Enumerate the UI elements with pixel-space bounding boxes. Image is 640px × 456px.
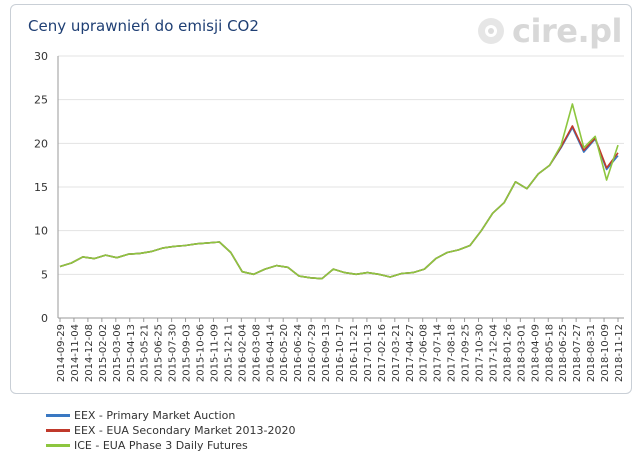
- x-tick-label: 2015-05-21: [140, 324, 151, 382]
- series-line: [59, 126, 619, 280]
- x-tick-label: 2016-03-08: [251, 324, 262, 382]
- y-tick-label: 0: [41, 312, 48, 325]
- legend-label: EEX - Primary Market Auction: [74, 409, 236, 422]
- x-tick-label: 2018-05-18: [544, 324, 555, 382]
- series-line: [59, 103, 619, 280]
- x-tick-label: 2015-03-06: [112, 324, 123, 382]
- legend-swatch: [46, 429, 70, 432]
- x-tick-label: 2018-06-25: [558, 324, 569, 382]
- x-tick-label: 2017-10-30: [475, 324, 486, 382]
- y-tick-label: 25: [34, 94, 48, 107]
- x-tick-label: 2017-03-21: [391, 324, 402, 382]
- logo-text: cire.pl: [512, 12, 622, 50]
- x-tick-label: 2015-10-06: [196, 324, 207, 382]
- x-tick-label: 2015-12-11: [223, 324, 234, 382]
- x-tick-label: 2015-04-13: [126, 324, 137, 382]
- legend-swatch: [46, 414, 70, 417]
- x-tick-label: 2015-06-25: [154, 324, 165, 382]
- x-tick-label: 2018-01-26: [502, 324, 513, 382]
- y-tick-label: 10: [34, 225, 48, 238]
- x-tick-label: 2017-06-08: [419, 324, 430, 382]
- x-tick-label: 2016-07-29: [307, 324, 318, 382]
- x-tick-label: 2018-11-12: [614, 324, 625, 382]
- y-tick-label: 30: [34, 50, 48, 63]
- y-tick-label: 5: [41, 268, 48, 281]
- logo-icon: [478, 18, 505, 44]
- x-tick-label: 2018-03-01: [516, 324, 527, 382]
- x-tick-label: 2014-11-04: [70, 324, 81, 382]
- series-line: [59, 125, 619, 280]
- y-tick-label: 15: [34, 181, 48, 194]
- x-tick-label: 2017-09-25: [461, 324, 472, 382]
- x-tick-label: 2017-02-16: [377, 324, 388, 382]
- x-tick-label: 2017-08-18: [447, 324, 458, 382]
- site-logo: cire.pl: [476, 12, 622, 50]
- x-tick-label: 2016-02-04: [237, 324, 248, 382]
- x-tick-label: 2018-04-09: [530, 324, 541, 382]
- legend-swatch: [46, 444, 70, 447]
- legend-label: ICE - EUA Phase 3 Daily Futures: [74, 439, 248, 452]
- chart-legend: EEX - Primary Market Auction EEX - EUA Se…: [46, 408, 295, 453]
- x-tick-label: 2016-05-20: [279, 324, 290, 382]
- x-tick-label: 2017-07-14: [433, 324, 444, 382]
- x-tick-label: 2015-11-09: [209, 324, 220, 382]
- x-tick-label: 2018-08-31: [586, 324, 597, 382]
- chart-card: [10, 4, 632, 394]
- legend-label: EEX - EUA Secondary Market 2013-2020: [74, 424, 296, 437]
- x-tick-label: 2016-10-17: [335, 324, 346, 382]
- legend-item: ICE - EUA Phase 3 Daily Futures: [46, 438, 295, 453]
- x-tick-label: 2014-12-08: [84, 324, 95, 382]
- y-tick-label: 20: [34, 137, 48, 150]
- legend-item: EEX - Primary Market Auction: [46, 408, 295, 423]
- x-tick-label: 2017-04-27: [405, 324, 416, 382]
- x-tick-label: 2018-07-27: [572, 324, 583, 382]
- x-tick-label: 2016-06-24: [293, 324, 304, 382]
- x-tick-label: 2014-09-29: [56, 324, 67, 382]
- x-tick-label: 2018-10-09: [600, 324, 611, 382]
- legend-item: EEX - EUA Secondary Market 2013-2020: [46, 423, 295, 438]
- x-tick-label: 2016-11-21: [349, 324, 360, 382]
- x-tick-label: 2017-12-04: [488, 324, 499, 382]
- x-tick-label: 2016-04-14: [265, 324, 276, 382]
- x-tick-label: 2015-02-02: [98, 324, 109, 382]
- chart-title: Ceny uprawnień do emisji CO2: [28, 17, 259, 35]
- x-tick-label: 2015-07-30: [168, 324, 179, 382]
- x-tick-label: 2015-09-03: [182, 324, 193, 382]
- x-tick-label: 2017-01-13: [363, 324, 374, 382]
- x-tick-label: 2016-09-13: [321, 324, 332, 382]
